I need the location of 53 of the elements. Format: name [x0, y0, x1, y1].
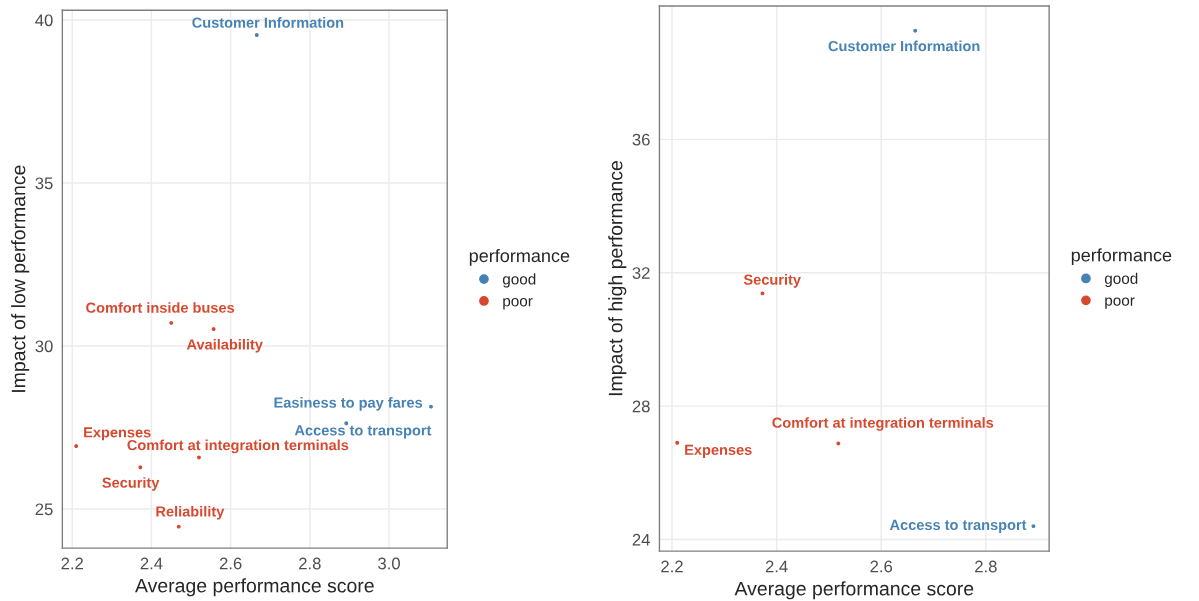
y-tick-label: 25 [35, 503, 53, 516]
legend-label: good [1104, 272, 1138, 287]
y-tick-label: 35 [35, 177, 53, 190]
x-tick-label: 2.2 [661, 560, 683, 573]
annotation: Easiness to pay fares [274, 397, 423, 411]
y-axis-title: Impact of high performance [608, 161, 627, 396]
x-axis-title: Average performance score [135, 578, 374, 597]
x-tick-label: 2.2 [61, 557, 83, 570]
annotation: Access to transport [294, 425, 432, 439]
x-tick-label: 2.8 [299, 557, 321, 570]
y-axis-title: Impact of low performance [11, 165, 30, 392]
annotation: Access to transport [889, 519, 1027, 533]
point [429, 404, 433, 409]
point [675, 440, 680, 445]
y-tick-label: 30 [35, 340, 53, 353]
legend-title: performance [1071, 248, 1172, 266]
y-tick-label: 40 [35, 14, 53, 27]
point [138, 465, 143, 470]
y-tick-label: 28 [632, 400, 650, 413]
y-tick-label: 24 [632, 533, 650, 546]
x-tick-label: 2.6 [219, 557, 242, 570]
annotation: Expenses [84, 427, 151, 441]
point [1031, 524, 1036, 529]
legend-label: poor [1105, 297, 1135, 309]
x-tick-label: 2.4 [140, 557, 163, 570]
y-tick-label: 36 [632, 133, 650, 146]
point [836, 441, 841, 446]
point [344, 421, 349, 426]
y-tick-label: 32 [632, 267, 650, 279]
x-tick-label: 2.6 [870, 560, 893, 573]
annotation: Availability [186, 338, 263, 353]
annotation: Comfort inside buses [86, 302, 235, 313]
annotation: Customer Information [192, 17, 344, 28]
point [74, 444, 79, 449]
annotation: Customer Information [828, 40, 980, 52]
point [254, 33, 259, 37]
point [169, 320, 174, 325]
x-tick-label: 2.4 [765, 560, 788, 573]
legend-title: performance [469, 248, 570, 266]
x-axis-title: Average performance score [734, 581, 974, 600]
point [196, 455, 201, 460]
annotation: Reliability [156, 505, 225, 520]
annotation: Comfort at integration terminals [772, 417, 994, 431]
annotation: Comfort at integration terminals [127, 439, 349, 454]
x-tick-label: 2.8 [975, 560, 997, 573]
annotation: Security [743, 274, 801, 288]
x-tick-label: 3.0 [378, 557, 400, 570]
point [913, 28, 918, 33]
annotation: Expenses [685, 444, 752, 458]
point [211, 327, 216, 332]
legend-label: good [502, 273, 536, 288]
legend-label: poor [503, 298, 533, 310]
annotation: Security [102, 477, 160, 491]
